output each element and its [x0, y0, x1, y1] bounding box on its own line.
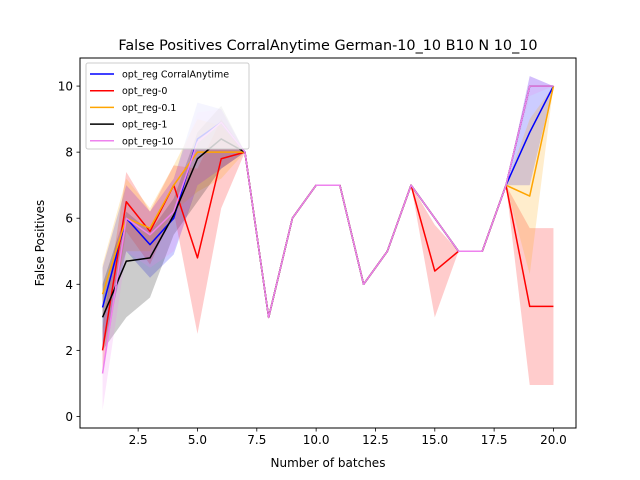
y-axis-ticks: 0 2 4 6 8 10 — [58, 80, 80, 424]
series-lines — [101, 85, 555, 374]
line-series-4 — [101, 85, 554, 374]
x-tick-label: 7.5 — [247, 433, 266, 447]
legend-label-0: opt_reg CorralAnytime — [122, 70, 229, 81]
y-tick-label: 0 — [65, 410, 73, 424]
x-tick-label: 20.0 — [540, 433, 567, 447]
x-tick-label: 15.0 — [421, 433, 448, 447]
x-tick-label: 2.5 — [129, 433, 148, 447]
legend-frame — [85, 62, 250, 150]
y-tick-label: 4 — [65, 278, 73, 292]
x-tick-label: 10.0 — [303, 433, 330, 447]
legend: opt_reg CorralAnytime opt_reg-0 opt_reg-0.… — [85, 62, 250, 150]
x-tick-label: 17.5 — [481, 433, 508, 447]
y-tick-label: 2 — [65, 344, 73, 358]
y-tick-label: 6 — [65, 212, 73, 226]
legend-label-4: opt_reg-10 — [122, 136, 173, 147]
x-axis-ticks: 2.5 5.0 7.5 10.0 12.5 15.0 17.5 20.0 — [129, 428, 567, 447]
plot-frame — [79, 57, 577, 429]
x-tick-label: 12.5 — [362, 433, 389, 447]
x-axis-label: Number of batches — [271, 456, 386, 470]
band-series-4 — [102, 76, 554, 410]
legend-label-3: opt_reg-1 — [122, 120, 167, 131]
x-tick-label: 5.0 — [188, 433, 207, 447]
y-tick-label: 8 — [65, 146, 73, 160]
legend-label-1: opt_reg-0 — [122, 86, 167, 97]
chart-title: False Positives CorralAnytime German-10_… — [118, 38, 537, 54]
legend-label-2: opt_reg-0.1 — [122, 103, 176, 114]
y-tick-label: 10 — [58, 80, 73, 94]
y-axis-label: False Positives — [33, 200, 47, 286]
